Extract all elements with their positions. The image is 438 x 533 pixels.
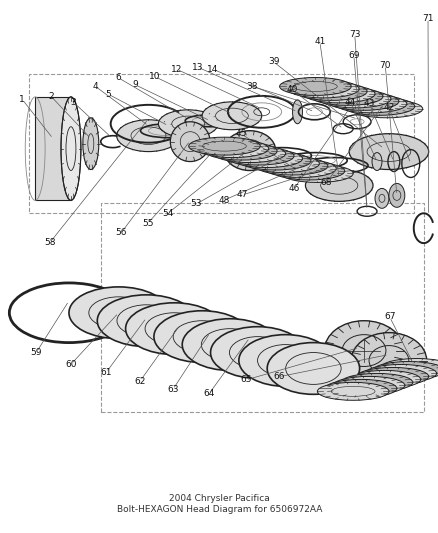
Ellipse shape: [350, 333, 426, 389]
Text: 70: 70: [378, 61, 390, 69]
Text: 44: 44: [344, 98, 355, 107]
Ellipse shape: [256, 157, 327, 175]
Ellipse shape: [170, 122, 209, 161]
Ellipse shape: [350, 100, 422, 118]
Ellipse shape: [205, 142, 276, 160]
Ellipse shape: [125, 303, 223, 354]
Text: 14: 14: [207, 64, 218, 74]
Text: 67: 67: [383, 312, 395, 321]
Ellipse shape: [267, 343, 359, 394]
Text: 64: 64: [203, 389, 214, 398]
Ellipse shape: [324, 321, 403, 381]
Text: 69: 69: [347, 51, 359, 60]
Ellipse shape: [356, 367, 427, 385]
Text: 1: 1: [19, 95, 25, 104]
Ellipse shape: [325, 379, 396, 397]
Text: 48: 48: [218, 196, 229, 205]
Text: 2004 Chrysler Pacifica
Bolt-HEXAGON Head Diagram for 6506972AA: 2004 Chrysler Pacifica Bolt-HEXAGON Head…: [117, 494, 321, 514]
Ellipse shape: [364, 365, 436, 382]
Text: 58: 58: [44, 238, 56, 247]
Ellipse shape: [317, 382, 388, 400]
Ellipse shape: [279, 77, 350, 95]
Text: 43: 43: [363, 99, 374, 108]
Text: 62: 62: [134, 376, 145, 385]
Ellipse shape: [117, 120, 180, 151]
Text: 10: 10: [149, 72, 160, 81]
Text: 45: 45: [235, 130, 247, 139]
Ellipse shape: [247, 155, 318, 173]
Ellipse shape: [201, 102, 261, 130]
Ellipse shape: [188, 137, 260, 155]
Ellipse shape: [97, 295, 195, 346]
Text: 2: 2: [49, 92, 54, 101]
Ellipse shape: [343, 98, 414, 115]
Text: 38: 38: [245, 82, 257, 91]
Text: 56: 56: [115, 228, 127, 237]
Ellipse shape: [154, 311, 250, 362]
Ellipse shape: [335, 95, 406, 113]
Text: 71: 71: [421, 14, 433, 23]
Ellipse shape: [158, 110, 218, 138]
Ellipse shape: [222, 147, 293, 165]
Ellipse shape: [374, 188, 388, 208]
Text: 40: 40: [286, 85, 297, 94]
Ellipse shape: [327, 92, 398, 110]
Ellipse shape: [223, 131, 275, 171]
Text: 13: 13: [191, 63, 203, 71]
Text: 59: 59: [31, 348, 42, 357]
Ellipse shape: [380, 359, 438, 376]
Text: 63: 63: [167, 385, 178, 394]
Text: 42: 42: [382, 103, 393, 112]
Ellipse shape: [238, 335, 332, 386]
Ellipse shape: [272, 162, 344, 180]
Ellipse shape: [311, 87, 382, 106]
Text: 4: 4: [92, 82, 98, 91]
Text: 41: 41: [314, 37, 325, 46]
Ellipse shape: [239, 152, 310, 170]
Text: 9: 9: [132, 80, 138, 89]
Ellipse shape: [182, 319, 277, 370]
Ellipse shape: [303, 85, 374, 103]
Ellipse shape: [372, 361, 438, 379]
Ellipse shape: [348, 134, 427, 169]
Text: 5: 5: [105, 90, 111, 99]
Text: 3: 3: [71, 98, 76, 107]
Ellipse shape: [264, 159, 336, 177]
Text: 65: 65: [240, 375, 251, 384]
Ellipse shape: [348, 370, 420, 389]
Text: 66: 66: [272, 372, 284, 381]
Text: 73: 73: [348, 30, 360, 39]
Ellipse shape: [340, 374, 412, 391]
Ellipse shape: [295, 83, 366, 100]
Ellipse shape: [371, 152, 381, 171]
Text: 46: 46: [288, 183, 300, 192]
Text: 53: 53: [190, 199, 201, 208]
Ellipse shape: [388, 183, 404, 207]
Ellipse shape: [318, 90, 390, 108]
Text: 61: 61: [100, 368, 112, 377]
Text: 6: 6: [115, 73, 121, 82]
Text: 55: 55: [142, 219, 153, 228]
Text: 47: 47: [237, 190, 248, 199]
Text: 54: 54: [162, 209, 173, 218]
Ellipse shape: [197, 140, 268, 158]
Text: 60: 60: [65, 360, 77, 368]
Text: 39: 39: [267, 58, 279, 66]
Ellipse shape: [332, 376, 404, 394]
Text: 12: 12: [171, 64, 182, 74]
Text: 68: 68: [320, 178, 332, 187]
Ellipse shape: [305, 169, 372, 201]
Ellipse shape: [210, 327, 304, 378]
Ellipse shape: [61, 97, 81, 200]
Ellipse shape: [292, 100, 302, 124]
Ellipse shape: [281, 165, 352, 182]
Ellipse shape: [69, 287, 168, 338]
Polygon shape: [35, 97, 71, 200]
Ellipse shape: [287, 80, 358, 98]
Ellipse shape: [230, 150, 302, 167]
Ellipse shape: [214, 144, 285, 163]
Ellipse shape: [83, 118, 99, 169]
